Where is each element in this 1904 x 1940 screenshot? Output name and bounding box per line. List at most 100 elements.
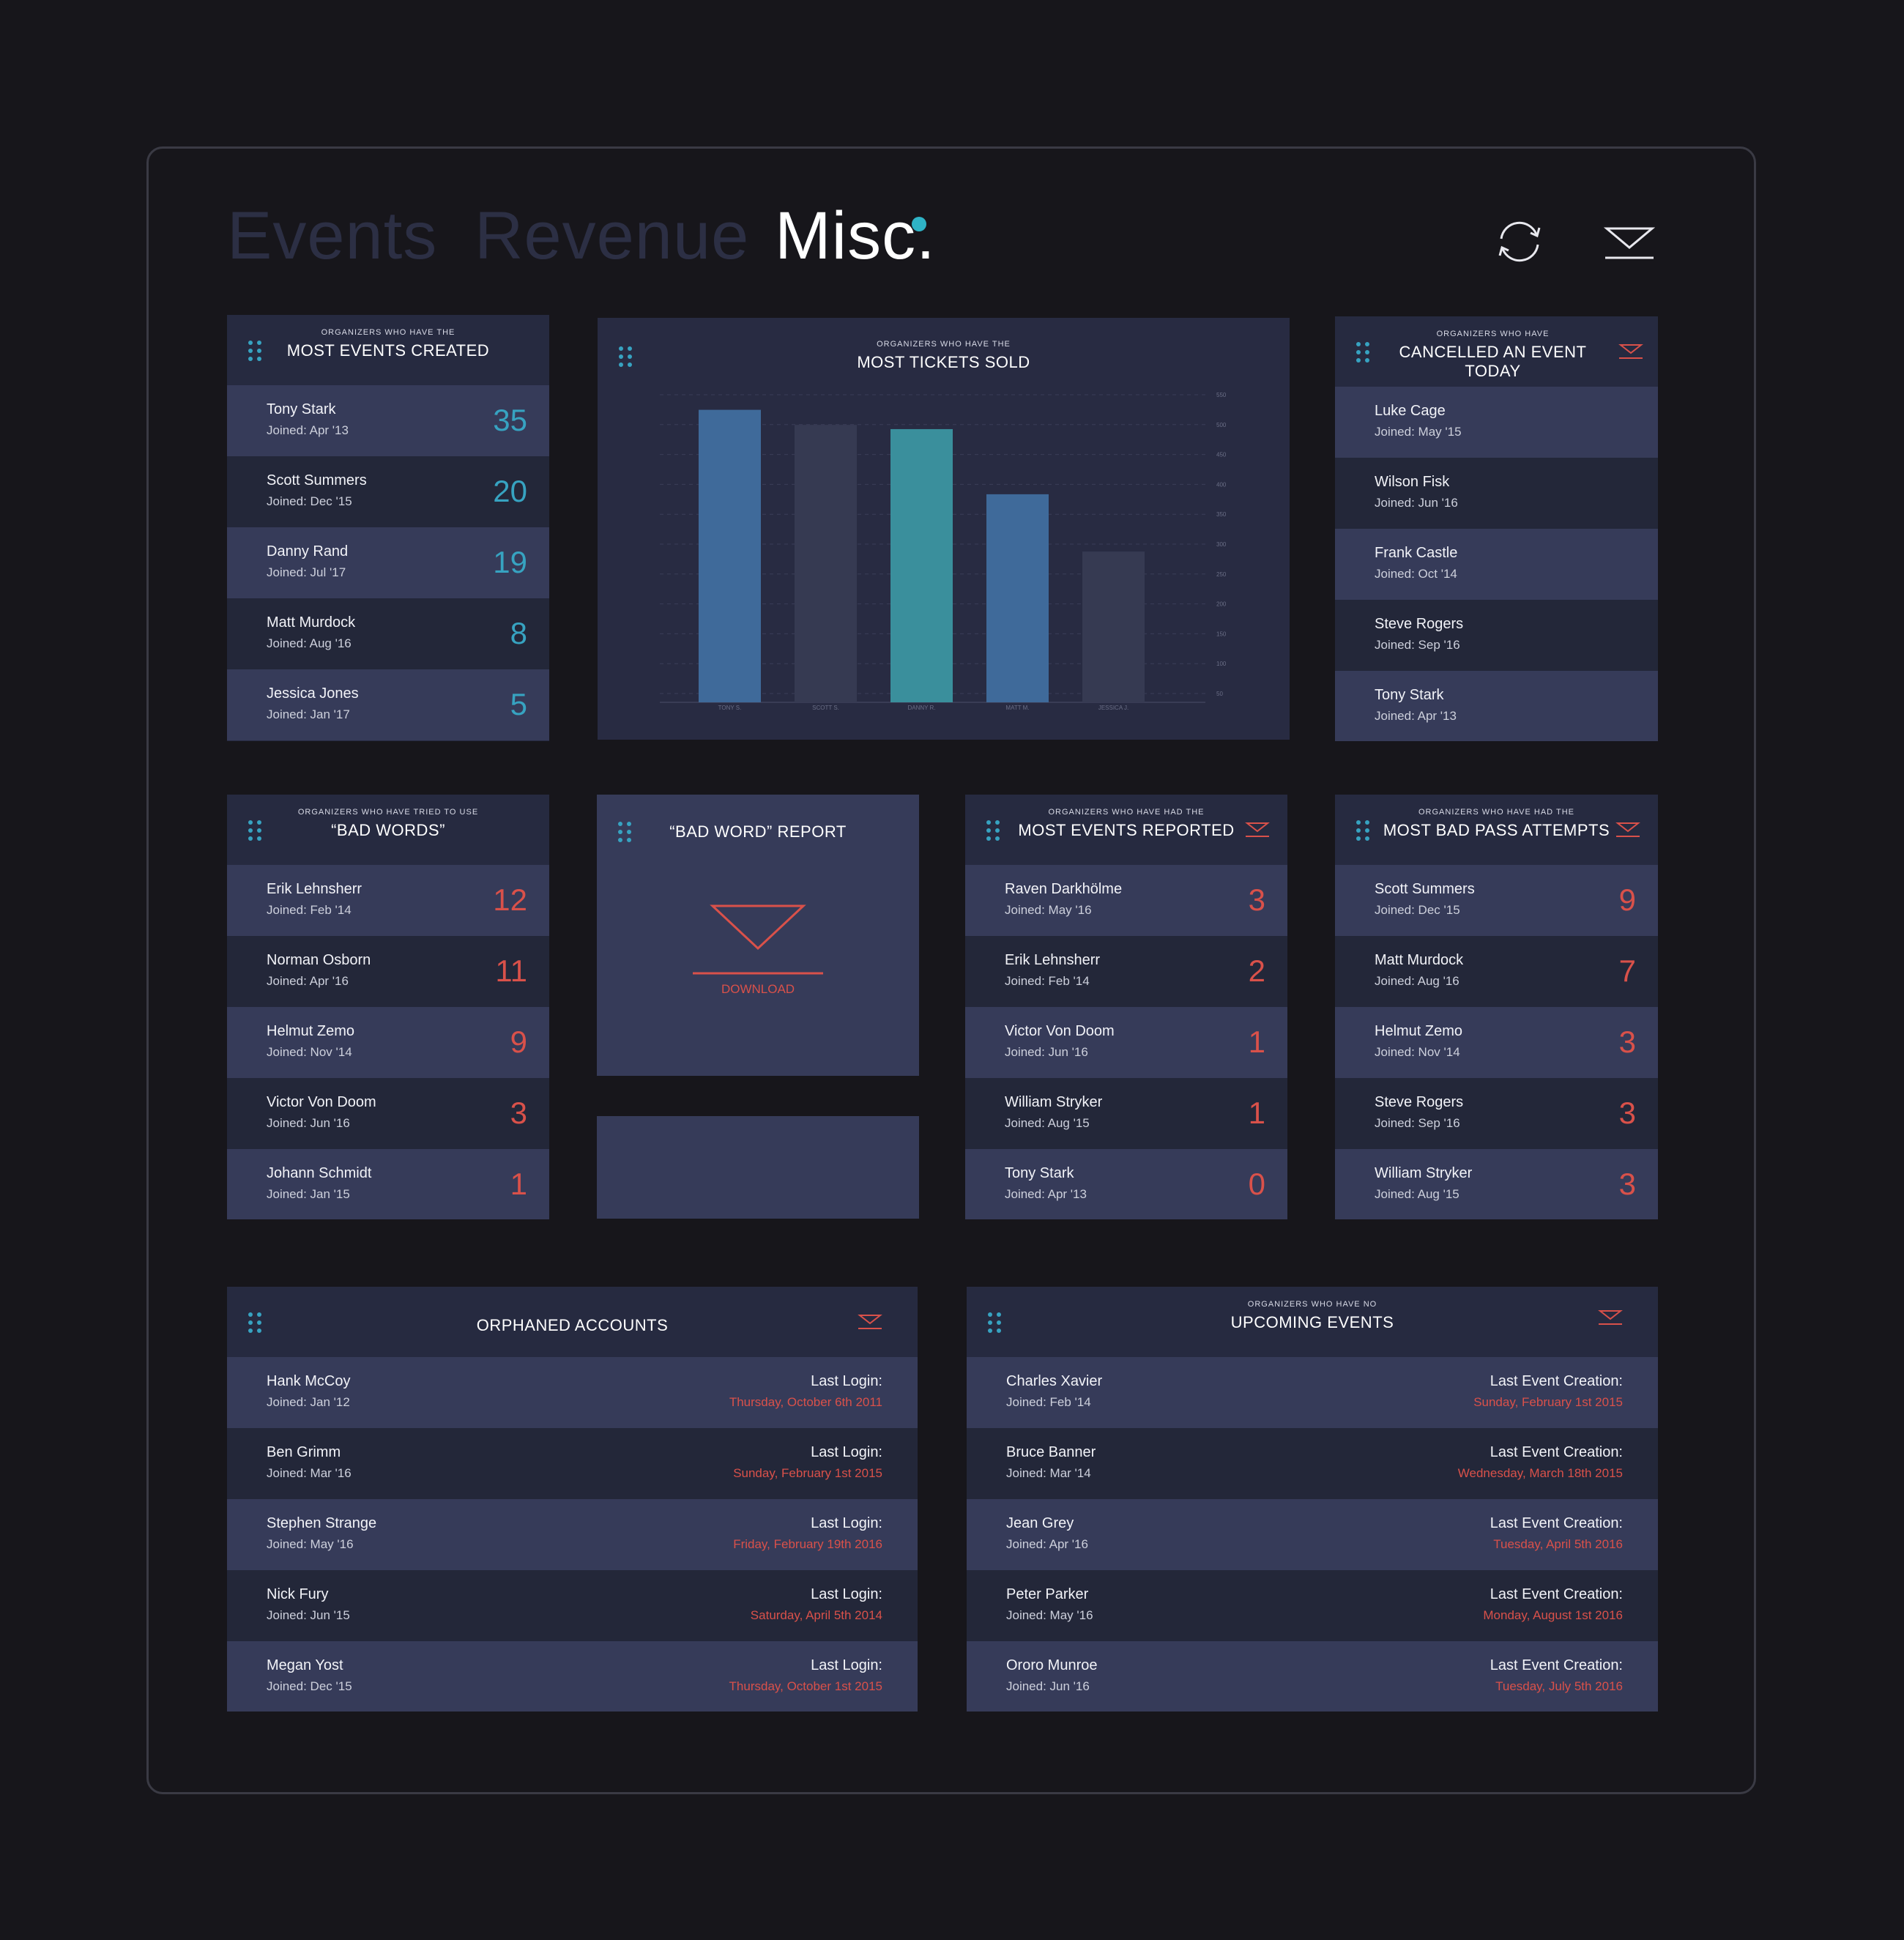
- drag-handle-icon[interactable]: [248, 1312, 262, 1334]
- download-report-button[interactable]: DOWNLOAD: [692, 903, 824, 996]
- list-item[interactable]: Scott Summers Joined: Dec '15 20: [227, 456, 549, 527]
- bar-matt-m[interactable]: [986, 494, 1049, 702]
- joined-date: Joined: Apr '13: [1375, 709, 1457, 723]
- bar-danny-r[interactable]: [890, 428, 953, 702]
- joined-date: Joined: Mar '14: [1006, 1466, 1091, 1480]
- bar-scott-s[interactable]: [795, 425, 857, 702]
- list-item[interactable]: Matt Murdock Joined: Aug '16 7: [1335, 936, 1658, 1007]
- download-icon[interactable]: [1603, 226, 1656, 261]
- list-item[interactable]: Nick Fury Joined: Jun '15 Last Login: Satur…: [227, 1570, 918, 1641]
- joined-date: Joined: Aug '16: [267, 636, 352, 650]
- download-menu-icon[interactable]: [1615, 821, 1640, 839]
- list-item[interactable]: Steve Rogers Joined: Sep '16 3: [1335, 1078, 1658, 1149]
- organizer-name: Matt Murdock: [267, 614, 356, 631]
- joined-date: Joined: Apr '16: [1006, 1537, 1088, 1551]
- list-item[interactable]: Matt Murdock Joined: Aug '16 8: [227, 598, 549, 669]
- list-item[interactable]: Megan Yost Joined: Dec '15 Last Login: Thur…: [227, 1641, 918, 1712]
- download-label: DOWNLOAD: [721, 982, 795, 996]
- download-menu-icon[interactable]: [1598, 1309, 1623, 1326]
- list-item[interactable]: Victor Von Doom Joined: Jun '16 3: [227, 1078, 549, 1149]
- list-item[interactable]: Helmut Zemo Joined: Nov '14 3: [1335, 1007, 1658, 1078]
- attempt-count: 11: [495, 954, 527, 988]
- event-count: 8: [510, 616, 527, 650]
- list-item[interactable]: Norman Osborn Joined: Apr '16 11: [227, 936, 549, 1007]
- list-item[interactable]: Jean Grey Joined: Apr '16 Last Event Creat…: [967, 1499, 1658, 1570]
- drag-handle-icon[interactable]: [986, 820, 1000, 841]
- organizer-name: Jean Grey: [1006, 1515, 1074, 1531]
- list-item[interactable]: Tony Stark Joined: Apr '13: [1335, 671, 1658, 741]
- list-item[interactable]: Scott Summers Joined: Dec '15 9: [1335, 865, 1658, 936]
- list-item[interactable]: Victor Von Doom Joined: Jun '16 1: [965, 1007, 1287, 1078]
- organizer-name: Tony Stark: [267, 401, 336, 417]
- report-count: 1: [1248, 1025, 1265, 1059]
- download-menu-icon[interactable]: [1245, 821, 1270, 839]
- list-item[interactable]: William Stryker Joined: Aug '15 3: [1335, 1149, 1658, 1219]
- download-menu-icon[interactable]: [1618, 343, 1643, 360]
- joined-date: Joined: Jun '16: [1005, 1045, 1088, 1059]
- list-item[interactable]: Bruce Banner Joined: Mar '14 Last Event Cr…: [967, 1428, 1658, 1499]
- drag-handle-icon[interactable]: [1356, 820, 1370, 841]
- panel-subtitle: ORGANIZERS WHO HAVE NO: [1247, 1300, 1377, 1309]
- organizer-name: Jessica Jones: [267, 685, 359, 702]
- last-event-label: Last Event Creation:: [1490, 1586, 1623, 1602]
- joined-date: Joined: Apr '16: [267, 974, 349, 988]
- list-item[interactable]: Tony Stark Joined: Apr '13 35: [227, 385, 549, 456]
- list-item[interactable]: Wilson Fisk Joined: Jun '16: [1335, 458, 1658, 529]
- download-menu-icon[interactable]: [858, 1313, 882, 1331]
- refresh-icon[interactable]: [1494, 218, 1545, 265]
- x-tick-label: JESSICA J.: [1098, 705, 1128, 711]
- panel-subtitle: ORGANIZERS WHO HAVE HAD THE: [1418, 808, 1574, 817]
- organizer-name: Raven Darkhölme: [1005, 881, 1123, 897]
- joined-date: Joined: May '16: [1005, 903, 1092, 917]
- list-item[interactable]: Steve Rogers Joined: Sep '16: [1335, 600, 1658, 671]
- tab-events[interactable]: Events: [227, 198, 438, 273]
- list-item[interactable]: Ororo Munroe Joined: Jun '16 Last Event Cr…: [967, 1641, 1658, 1712]
- joined-date: Joined: Mar '16: [267, 1466, 352, 1480]
- last-event-date: Wednesday, March 18th 2015: [1457, 1466, 1623, 1480]
- dashboard-frame: [146, 146, 1756, 1794]
- joined-date: Joined: Jan '12: [267, 1395, 350, 1409]
- bar-tony-s[interactable]: [699, 409, 761, 702]
- attempt-count: 9: [1618, 882, 1636, 917]
- list-item[interactable]: Charles Xavier Joined: Feb '14 Last Event …: [967, 1357, 1658, 1428]
- drag-handle-icon[interactable]: [248, 340, 262, 362]
- panel-subtitle: ORGANIZERS WHO HAVE THE: [321, 328, 455, 337]
- list-item[interactable]: Erik Lehnsherr Joined: Feb '14 12: [227, 865, 549, 936]
- joined-date: Joined: Sep '16: [1375, 1116, 1460, 1130]
- panel-bad-words: ORGANIZERS WHO HAVE TRIED TO USE “BAD WO…: [227, 795, 549, 1219]
- joined-date: Joined: May '16: [1006, 1608, 1093, 1622]
- list-item[interactable]: Hank McCoy Joined: Jan '12 Last Login: Thur…: [227, 1357, 918, 1428]
- drag-handle-icon[interactable]: [617, 821, 632, 843]
- list-item[interactable]: Danny Rand Joined: Jul '17 19: [227, 527, 549, 598]
- list-item[interactable]: Jessica Jones Joined: Jan '17 5: [227, 669, 549, 740]
- bar-jessica-j[interactable]: [1082, 551, 1145, 702]
- panel-title: MOST EVENTS CREATED: [286, 341, 490, 360]
- tab-misc[interactable]: Misc.: [775, 198, 936, 273]
- organizer-name: Danny Rand: [267, 543, 349, 560]
- empty-placeholder-panel: [597, 1116, 919, 1219]
- drag-handle-icon[interactable]: [248, 820, 262, 841]
- attempt-count: 3: [510, 1096, 527, 1130]
- list-item[interactable]: William Stryker Joined: Aug '15 1: [965, 1078, 1287, 1149]
- x-tick-label: MATT M.: [1005, 705, 1029, 711]
- list-item[interactable]: Ben Grimm Joined: Mar '16 Last Login: Sunda…: [227, 1428, 918, 1499]
- list-item[interactable]: Frank Castle Joined: Oct '14: [1335, 529, 1658, 600]
- organizer-name: Victor Von Doom: [267, 1094, 376, 1110]
- y-tick-label: 550: [1216, 392, 1227, 398]
- list-item[interactable]: Peter Parker Joined: May '16 Last Event Cr…: [967, 1570, 1658, 1641]
- list-item[interactable]: Tony Stark Joined: Apr '13 0: [965, 1149, 1287, 1219]
- joined-date: Joined: Nov '14: [267, 1045, 352, 1059]
- x-tick-label: SCOTT S.: [812, 705, 839, 711]
- list-item[interactable]: Helmut Zemo Joined: Nov '14 9: [227, 1007, 549, 1078]
- list-item[interactable]: Erik Lehnsherr Joined: Feb '14 2: [965, 936, 1287, 1007]
- drag-handle-icon[interactable]: [1356, 341, 1370, 363]
- drag-handle-icon[interactable]: [987, 1312, 1002, 1334]
- list-item[interactable]: Johann Schmidt Joined: Jan '15 1: [227, 1149, 549, 1219]
- joined-date: Joined: Nov '14: [1375, 1045, 1460, 1059]
- list-item[interactable]: Raven Darkhölme Joined: May '16 3: [965, 865, 1287, 936]
- organizer-name: Scott Summers: [1375, 881, 1475, 897]
- list-item[interactable]: Stephen Strange Joined: May '16 Last Login…: [227, 1499, 918, 1570]
- list-item[interactable]: Luke Cage Joined: May '15: [1335, 387, 1658, 458]
- drag-handle-icon[interactable]: [618, 346, 633, 368]
- tab-revenue[interactable]: Revenue: [475, 198, 750, 273]
